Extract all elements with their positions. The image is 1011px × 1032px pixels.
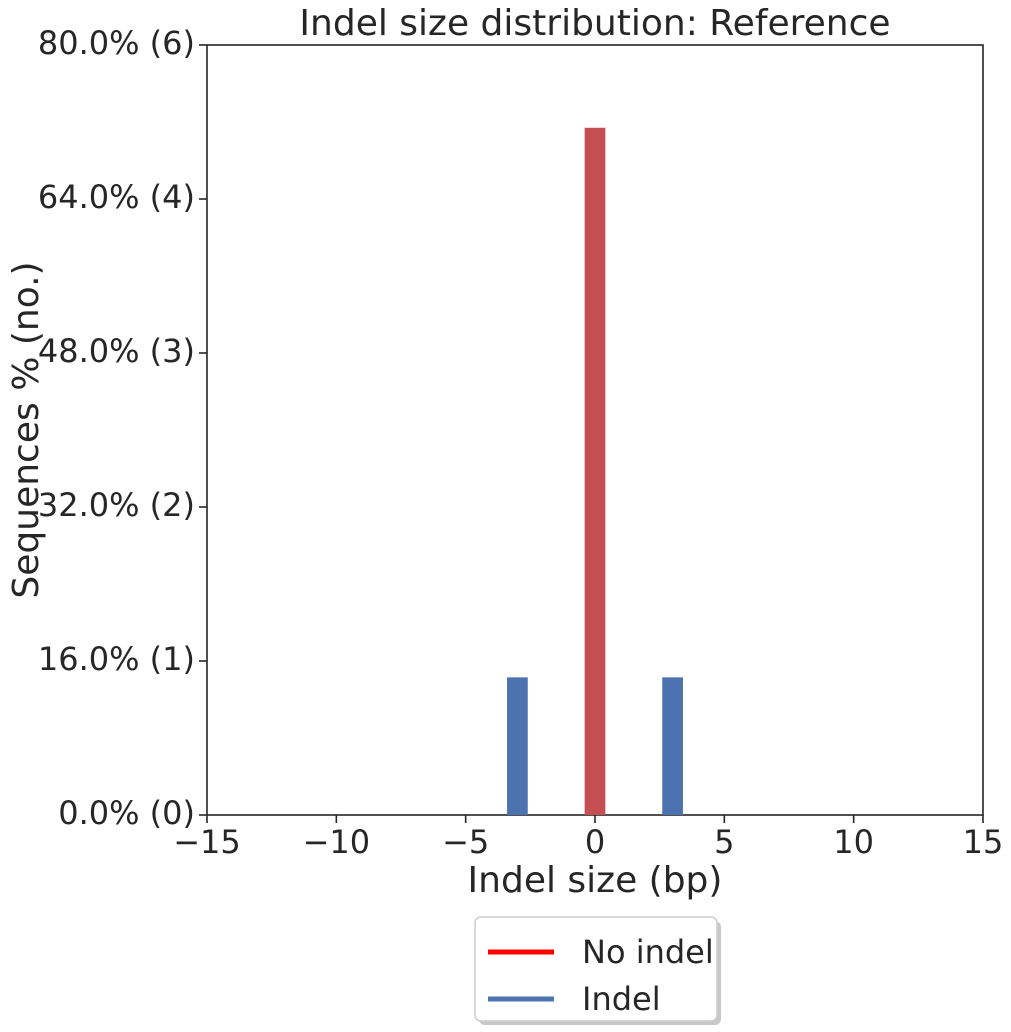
x-tick-label: 15 [963, 823, 1004, 861]
x-tick-label: 0 [585, 823, 605, 861]
y-axis: 0.0% (0) 16.0% (1) 32.0% (2) 48.0% (3) 64.0%… [38, 24, 207, 832]
x-tick-label: 10 [833, 823, 874, 861]
y-tick-label: 16.0% (1) [38, 640, 195, 678]
y-tick-label: 64.0% (4) [38, 178, 195, 216]
x-axis: −15 −10 −5 0 5 10 15 [173, 815, 1003, 861]
y-axis-label: Sequences % (no.) [6, 261, 47, 598]
bar-no-indel-0 [584, 127, 606, 815]
x-tick-label: −15 [173, 823, 241, 861]
x-tick-label: −5 [442, 823, 489, 861]
x-tick-label: 5 [714, 823, 734, 861]
y-tick-label: 48.0% (3) [38, 332, 195, 370]
legend: No indel Indel [474, 916, 721, 1025]
y-tick-label: 32.0% (2) [38, 486, 195, 524]
legend-label-indel: Indel [582, 980, 661, 1018]
legend-label-no-indel: No indel [582, 933, 714, 971]
chart-title: Indel size distribution: Reference [299, 3, 890, 44]
bars-group [507, 127, 683, 815]
y-tick-label: 0.0% (0) [58, 794, 195, 832]
bar-indel-0 [507, 677, 528, 815]
x-tick-label: −10 [303, 823, 371, 861]
legend-frame [474, 916, 718, 1022]
x-axis-label: Indel size (bp) [468, 860, 723, 901]
bar-indel-1 [662, 677, 683, 815]
y-tick-label: 80.0% (6) [38, 24, 195, 62]
